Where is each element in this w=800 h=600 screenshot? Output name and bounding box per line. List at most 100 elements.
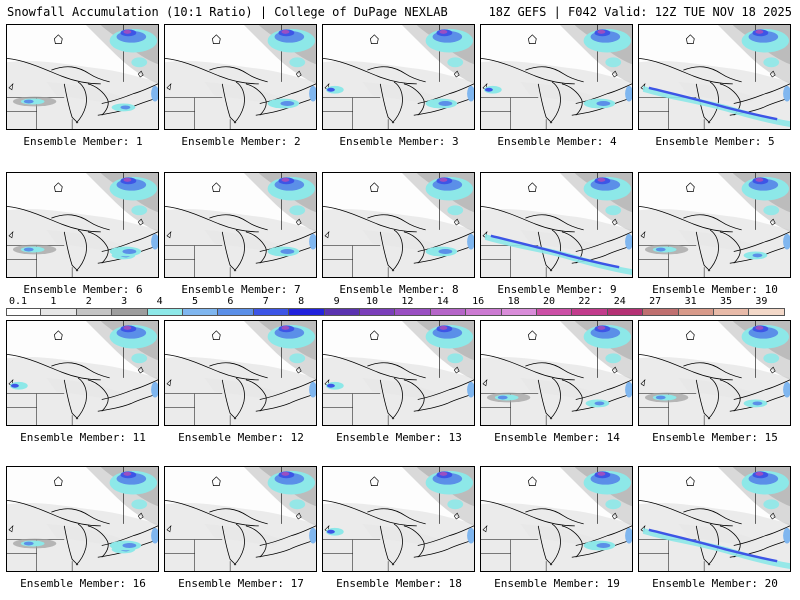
- snowfall-map: [7, 25, 158, 129]
- ensemble-map-panel: [638, 320, 791, 426]
- ensemble-member-label: Ensemble Member: 13: [336, 431, 462, 444]
- colorbar-level-label: 10: [365, 296, 379, 307]
- ensemble-member-label: Ensemble Member: 17: [178, 577, 304, 590]
- colorbar-level-label: 3: [121, 296, 128, 307]
- ensemble-map-panel: [480, 24, 633, 130]
- colorbar-swatch: [501, 308, 537, 316]
- colorbar-swatch: [466, 308, 502, 316]
- ensemble-member-label: Ensemble Member: 9: [497, 283, 617, 296]
- ensemble-map-panel: [322, 320, 475, 426]
- ensemble-member-label: Ensemble Member: 11: [20, 431, 146, 444]
- colorbar-level-label: 31: [684, 296, 697, 307]
- colorbar-level-label: 22: [578, 296, 591, 307]
- page-title: Snowfall Accumulation (10:1 Ratio) | Col…: [7, 5, 448, 19]
- colorbar-swatch: [749, 308, 785, 316]
- colorbar-level-label: 12: [401, 296, 414, 307]
- colorbar-level-label: 24: [613, 296, 626, 307]
- snowfall-map: [323, 321, 474, 425]
- colorbar-level-label: 16: [472, 296, 485, 307]
- colorbar-swatch: [41, 308, 77, 316]
- colorbar-level-label: 18: [507, 296, 520, 307]
- ensemble-map-panel: [164, 466, 317, 572]
- colorbar-swatch: [714, 308, 750, 316]
- colorbar-level-label: 6: [227, 296, 234, 307]
- ensemble-member-label: Ensemble Member: 3: [339, 135, 459, 148]
- colorbar-swatch: [183, 308, 219, 316]
- ensemble-member-label: Ensemble Member: 8: [339, 283, 459, 296]
- colorbar-level-label: 39: [755, 296, 768, 307]
- ensemble-member-label: Ensemble Member: 5: [655, 135, 775, 148]
- snowfall-map: [165, 467, 316, 571]
- colorbar-swatch: [643, 308, 679, 316]
- colorbar-swatch: [607, 308, 644, 316]
- ensemble-map-panel: [6, 466, 159, 572]
- ensemble-map-panel: [164, 320, 317, 426]
- ensemble-member-label: Ensemble Member: 16: [20, 577, 146, 590]
- colorbar-level-label: 35: [719, 296, 733, 307]
- snowfall-map: [481, 467, 632, 571]
- colorbar-level-label: 20: [542, 296, 556, 307]
- valid-time-label: 18Z GEFS | F042 Valid: 12Z TUE NOV 18 20…: [488, 5, 792, 19]
- ensemble-map-panel: [322, 24, 475, 130]
- colorbar-swatch: [147, 308, 183, 316]
- colorbar-level-label: 27: [649, 296, 662, 307]
- ensemble-member-label: Ensemble Member: 2: [181, 135, 301, 148]
- snowfall-map: [323, 467, 474, 571]
- ensemble-map-panel: [164, 172, 317, 278]
- ensemble-member-label: Ensemble Member: 20: [652, 577, 778, 590]
- colorbar-swatch: [76, 308, 113, 316]
- colorbar-swatch: [6, 308, 42, 316]
- ensemble-map-panel: [638, 24, 791, 130]
- snowfall-map: [7, 321, 158, 425]
- ensemble-map-panel: [322, 172, 475, 278]
- snowfall-map: [7, 467, 158, 571]
- snowfall-map: [323, 25, 474, 129]
- snowfall-colorbar: 0.1 1 2 3 4 5 6 7 8 9 10 12 14 16 18 20 22 24 27 31 35 39: [6, 296, 794, 318]
- ensemble-member-label: Ensemble Member: 15: [652, 431, 778, 444]
- ensemble-member-label: Ensemble Member: 4: [497, 135, 617, 148]
- ensemble-member-label: Ensemble Member: 7: [181, 283, 301, 296]
- colorbar-swatch: [218, 308, 254, 316]
- ensemble-map-panel: [164, 24, 317, 130]
- colorbar-swatch: [360, 308, 396, 316]
- colorbar-level-label: 1: [50, 296, 57, 307]
- ensemble-member-label: Ensemble Member: 12: [178, 431, 304, 444]
- ensemble-map-panel: [6, 320, 159, 426]
- snowfall-map: [7, 173, 158, 277]
- colorbar-level-label: 9: [333, 296, 340, 307]
- ensemble-member-label: Ensemble Member: 1: [23, 135, 143, 148]
- colorbar-level-label: 0.1: [8, 296, 28, 307]
- colorbar-level-label: 8: [298, 296, 305, 307]
- colorbar-level-label: 5: [191, 296, 199, 307]
- colorbar-swatch: [572, 308, 608, 316]
- colorbar-swatch: [324, 308, 360, 316]
- snowfall-map: [165, 173, 316, 277]
- ensemble-member-label: Ensemble Member: 10: [652, 283, 778, 296]
- ensemble-member-label: Ensemble Member: 6: [23, 283, 143, 296]
- snowfall-map: [165, 321, 316, 425]
- ensemble-member-label: Ensemble Member: 19: [494, 577, 620, 590]
- colorbar-swatch: [537, 308, 573, 316]
- colorbar-level-label: 14: [436, 296, 449, 307]
- ensemble-map-panel: [638, 172, 791, 278]
- ensemble-map-panel: [480, 466, 633, 572]
- ensemble-map-panel: [322, 466, 475, 572]
- snowfall-map: [165, 25, 316, 129]
- colorbar-swatch: [112, 308, 148, 316]
- ensemble-map-panel: [480, 172, 633, 278]
- snowfall-map: [481, 321, 632, 425]
- colorbar-level-label: 2: [85, 296, 92, 307]
- colorbar-swatch: [430, 308, 467, 316]
- ensemble-map-panel: [6, 172, 159, 278]
- colorbar-level-label: 4: [156, 296, 163, 307]
- colorbar-level-label: 7: [262, 296, 269, 307]
- snowfall-map: [481, 25, 632, 129]
- colorbar-swatch: [289, 308, 325, 316]
- ensemble-member-label: Ensemble Member: 14: [494, 431, 620, 444]
- snowfall-map: [323, 173, 474, 277]
- ensemble-map-panel: [6, 24, 159, 130]
- snowfall-map: [639, 321, 790, 425]
- colorbar-swatch: [395, 308, 431, 316]
- snowfall-map: [481, 173, 632, 277]
- ensemble-map-panel: [480, 320, 633, 426]
